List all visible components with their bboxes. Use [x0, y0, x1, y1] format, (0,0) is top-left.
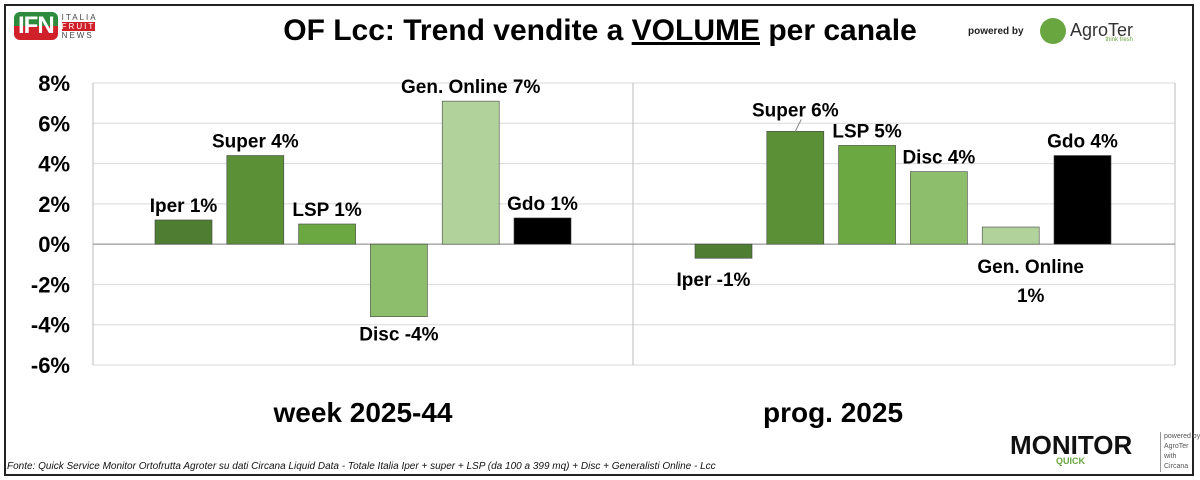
group-label: prog. 2025	[763, 397, 903, 428]
bar-gdo	[1053, 155, 1112, 245]
monitor-quick-logo: MONITOR QUICK powered by AgroTer with Circana	[1010, 430, 1200, 472]
bar-super	[766, 131, 825, 245]
frame	[4, 4, 1194, 476]
y-tick-label: 6%	[38, 111, 70, 136]
bar-disc	[370, 243, 428, 317]
title-pre: OF Lcc: Trend vendite a	[283, 14, 632, 47]
bar-genonline	[981, 226, 1040, 245]
data-label: LSP 5%	[832, 121, 901, 142]
ifn-logo: IFN ITALIA FRUIT NEWS	[14, 12, 98, 40]
bar-iper	[694, 243, 753, 259]
bar-disc	[910, 171, 968, 245]
data-label: 1%	[1017, 286, 1045, 307]
title-post: per canale	[760, 14, 917, 47]
source-note: Fonte: Quick Service Monitor Ortofrutta …	[7, 461, 716, 472]
y-tick-label: 8%	[38, 71, 70, 96]
chart-title: OF Lcc: Trend vendite a VOLUME per canal…	[0, 14, 1200, 48]
data-label: Super 4%	[212, 132, 299, 153]
y-tick-label: 2%	[38, 192, 70, 217]
data-label: Disc -4%	[359, 325, 438, 346]
data-label: Iper -1%	[677, 270, 751, 291]
bar-genonline	[441, 100, 500, 245]
data-label: Iper 1%	[150, 196, 218, 217]
bar-lsp	[838, 145, 896, 245]
data-label: Gen. Online	[977, 257, 1084, 278]
leader-line	[794, 119, 802, 132]
agroter-logo: AgroTer think fresh	[1040, 18, 1133, 44]
data-label: Gdo 4%	[1047, 132, 1118, 153]
bar-super	[226, 155, 285, 245]
y-tick-label: -4%	[31, 313, 70, 338]
data-label: LSP 1%	[292, 200, 361, 221]
bar-iper	[154, 219, 213, 245]
bar-lsp	[298, 223, 356, 245]
data-label: Super 6%	[752, 100, 839, 121]
title-underlined: VOLUME	[631, 14, 760, 47]
data-label: Disc 4%	[902, 148, 975, 169]
group-label: week 2025-44	[272, 397, 452, 428]
data-label: Gen. Online 7%	[401, 77, 540, 98]
data-label: Gdo 1%	[507, 194, 578, 215]
powered-by: powered by	[968, 26, 1024, 37]
y-tick-label: 4%	[38, 152, 70, 177]
y-tick-label: 0%	[38, 232, 70, 257]
bar-gdo	[513, 217, 572, 245]
y-tick-label: -2%	[31, 272, 70, 297]
tree-icon	[1040, 18, 1066, 44]
y-tick-label: -6%	[31, 353, 70, 378]
